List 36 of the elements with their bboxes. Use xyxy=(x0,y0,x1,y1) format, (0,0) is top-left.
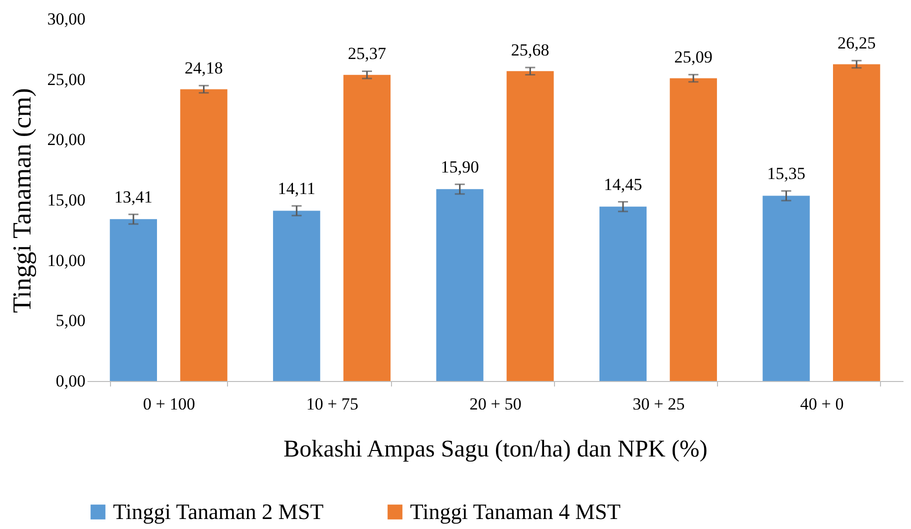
x-tick-label: 30 + 25 xyxy=(632,394,685,414)
data-label: 25,68 xyxy=(511,40,550,60)
bar xyxy=(670,78,717,381)
bar xyxy=(180,89,228,381)
data-label: 13,41 xyxy=(114,187,153,206)
data-label: 24,18 xyxy=(184,58,223,78)
x-tick-label: 10 + 75 xyxy=(306,394,358,414)
data-label: 25,37 xyxy=(348,44,387,64)
y-tick-label: 0,00 xyxy=(56,372,86,390)
y-tick-label: 5,00 xyxy=(56,311,86,330)
y-tick-label: 15,00 xyxy=(47,190,86,210)
bar xyxy=(436,189,484,381)
bar xyxy=(273,210,320,381)
data-label: 15,35 xyxy=(767,164,806,183)
bar xyxy=(833,64,880,381)
bar xyxy=(506,71,554,381)
x-tick-label: 40 + 0 xyxy=(800,394,844,414)
x-tick-label: 20 + 50 xyxy=(469,394,522,414)
bar xyxy=(599,206,647,381)
y-axis-title: Tinggi Tanaman (cm) xyxy=(7,88,36,313)
bar xyxy=(110,219,157,381)
data-label: 15,90 xyxy=(440,157,479,176)
x-tick-label: 0 + 100 xyxy=(143,394,196,414)
data-label: 26,25 xyxy=(837,34,876,53)
legend-label: Tinggi Tanaman 4 MST xyxy=(410,499,622,524)
data-label: 14,11 xyxy=(278,178,316,198)
bar xyxy=(343,74,391,381)
legend-label: Tinggi Tanaman 2 MST xyxy=(113,499,324,524)
bar xyxy=(762,196,810,381)
y-tick-label: 30,00 xyxy=(47,10,86,28)
data-label: 14,45 xyxy=(604,174,642,194)
x-axis-title: Bokashi Ampas Sagu (ton/ha) dan NPK (%) xyxy=(284,436,708,462)
y-tick-label: 20,00 xyxy=(47,130,86,150)
y-tick-label: 25,00 xyxy=(47,70,86,89)
y-tick-label: 10,00 xyxy=(47,250,86,270)
data-label: 25,09 xyxy=(674,48,713,67)
